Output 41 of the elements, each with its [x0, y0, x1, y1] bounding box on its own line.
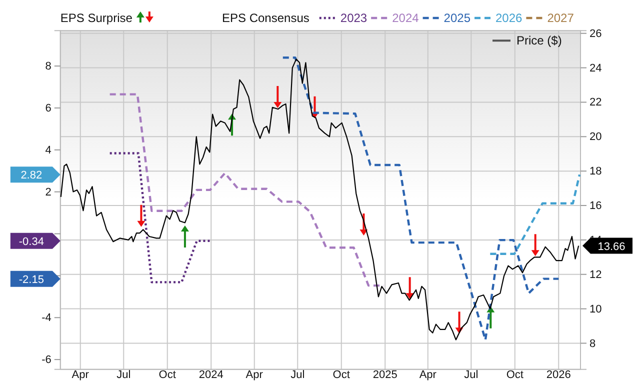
line-series	[282, 56, 560, 341]
y-tick-label: -6	[42, 354, 52, 366]
legend-label: 2027	[547, 11, 574, 25]
y2-tick-label: 18	[590, 166, 602, 178]
legend-label: 2024	[392, 11, 420, 25]
legend-label: 2026	[496, 11, 523, 25]
x-tick-label: Apr	[246, 369, 264, 382]
legend-title: EPS Consensus	[222, 11, 310, 25]
x-tick-label: 2025	[372, 369, 398, 382]
y-tick-label: -4	[42, 312, 52, 324]
data-label: 13.66	[598, 240, 626, 253]
x-tick-label: 2026	[546, 369, 571, 382]
x-tick-label: Oct	[506, 369, 524, 382]
y-tick-label: 8	[45, 60, 52, 73]
text: Price ($)	[516, 34, 562, 48]
x-tick-label: Oct	[332, 369, 350, 382]
text: 2.82	[20, 170, 42, 182]
y-tick-label: 4	[45, 144, 52, 156]
x-tick-label: 2024	[198, 369, 224, 382]
x-tick-label: Jul	[290, 369, 305, 382]
x-tick-label: Apr	[419, 369, 437, 382]
y-tick-label: 2	[45, 186, 52, 198]
line-series	[60, 58, 580, 340]
legend-label: 2025	[444, 11, 471, 25]
text: EPS Surprise	[60, 11, 133, 25]
y2-tick-label: 16	[590, 200, 602, 212]
legend-label: 2023	[340, 11, 368, 25]
y2-tick-label: 12	[590, 268, 602, 281]
y2-tick-label: 8	[590, 338, 596, 350]
y2-tick-label: 22	[590, 96, 602, 109]
y2-tick-label: 26	[590, 28, 602, 40]
x-tick-label: Apr	[72, 369, 90, 382]
text: -2.15	[18, 274, 44, 286]
x-tick-label: Oct	[158, 369, 176, 382]
x-tick-label: Jul	[116, 369, 131, 382]
y-tick-label: 6	[45, 102, 52, 114]
y2-tick-label: 20	[590, 131, 602, 144]
x-tick-label: Jul	[464, 369, 478, 382]
y2-tick-label: 24	[590, 62, 602, 74]
text: -0.34	[18, 236, 44, 248]
y2-tick-label: 10	[590, 303, 602, 316]
